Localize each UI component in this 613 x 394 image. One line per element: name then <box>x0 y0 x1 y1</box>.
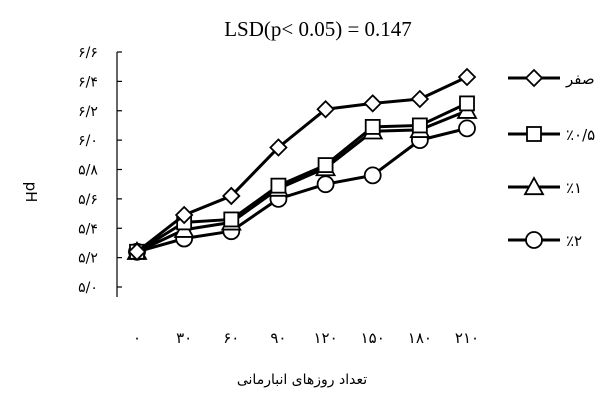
y-tick-label: ۶/۴ <box>78 74 98 90</box>
data-point <box>269 138 288 157</box>
legend-label: ٪۰/۵ <box>566 126 595 144</box>
y-tick-label: ۵/۸ <box>78 163 98 179</box>
data-point <box>316 175 335 194</box>
legend-marker <box>526 126 542 142</box>
legend-marker <box>525 231 543 249</box>
series-circle <box>128 119 476 261</box>
y-tick-label: ۵/۲ <box>78 251 98 267</box>
data-point <box>459 95 475 112</box>
data-point <box>457 67 477 87</box>
y-ticks: ۵/۰ ۵/۲ ۵/۴ ۵/۶ ۵/۸ ۶/۰ ۶/۲ ۶/۴ ۶/۶ <box>78 45 122 296</box>
data-point <box>317 157 334 173</box>
legend-label: صفر <box>565 70 595 88</box>
series-layer <box>126 67 478 262</box>
data-point <box>223 211 240 228</box>
y-axis-label: pH <box>22 182 40 203</box>
legend-label: ٪۲ <box>566 232 582 250</box>
data-point <box>127 242 147 262</box>
x-tick-label: ۹۰ <box>270 329 286 347</box>
y-axis-label-text: pH <box>22 182 40 203</box>
legend-label: ٪۱ <box>566 179 582 197</box>
x-tick-label: ۰ <box>133 329 141 347</box>
data-point <box>410 89 430 109</box>
y-tick-label: ۶/۰ <box>78 133 98 149</box>
legend: صفر ٪۰/۵ ٪۱ ٪۲ <box>508 68 595 250</box>
data-point <box>363 94 382 113</box>
legend-marker <box>524 68 544 88</box>
data-point <box>222 186 241 206</box>
data-point <box>364 119 381 135</box>
data-point <box>363 166 382 185</box>
x-tick-label: ۱۵۰ <box>361 329 385 347</box>
x-ticks: ۰ ۳۰ ۶۰ ۹۰ ۱۲۰ ۱۵۰ ۱۸۰ ۲۱۰ <box>133 329 479 347</box>
data-point <box>458 119 476 138</box>
x-axis-label: تعداد روزهای انبارمانی <box>237 372 367 388</box>
x-tick-label: ۱۲۰ <box>313 329 337 347</box>
legend-item: ٪۱ <box>508 176 582 197</box>
y-tick-label: ۵/۰ <box>78 280 98 296</box>
y-tick-label: ۶/۶ <box>78 45 98 61</box>
y-tick-label: ۵/۶ <box>78 192 98 208</box>
x-tick-label: ۲۱۰ <box>455 329 479 347</box>
data-point <box>270 177 287 194</box>
legend-marker <box>523 176 545 196</box>
data-point <box>411 117 428 134</box>
x-tick-label: ۱۸۰ <box>408 329 432 347</box>
data-point <box>174 205 194 225</box>
chart-title: LSD(p< 0.05) = 0.147 <box>224 17 412 41</box>
series-diamond <box>127 67 477 262</box>
legend-item: ٪۰/۵ <box>508 126 595 144</box>
y-tick-label: ۵/۴ <box>78 221 98 237</box>
y-tick-label: ۶/۲ <box>78 104 98 120</box>
x-tick-label: ۶۰ <box>223 329 239 347</box>
x-tick-label: ۳۰ <box>176 329 192 347</box>
legend-item: ٪۲ <box>508 231 582 250</box>
legend-item: صفر <box>508 68 595 88</box>
data-point <box>316 100 335 119</box>
